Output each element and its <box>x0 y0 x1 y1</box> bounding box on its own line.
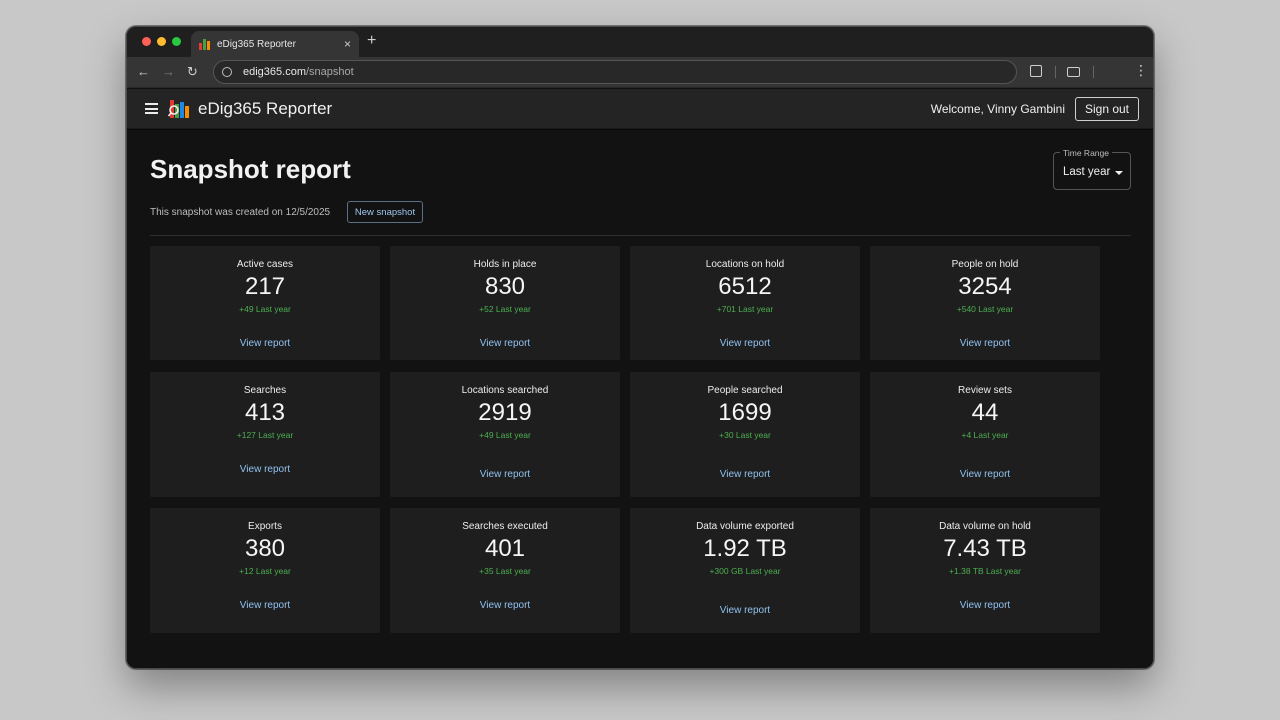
url-host: edig365.com <box>243 66 306 78</box>
metric-value: 413 <box>244 399 286 426</box>
close-window-button[interactable] <box>142 37 151 46</box>
metric-card: Exports 380 +12 Last year View report <box>150 508 380 633</box>
view-report-link[interactable]: View report <box>959 600 1011 611</box>
metric-delta: +49 Last year <box>239 304 291 314</box>
menu-icon[interactable]: ⋮ <box>1134 62 1148 78</box>
metric-delta: +49 Last year <box>479 430 531 440</box>
view-report-link[interactable]: View report <box>959 469 1011 480</box>
metric-delta: +300 GB Last year <box>709 566 781 576</box>
metric-value: 1699 <box>718 399 772 426</box>
minimize-window-button[interactable] <box>157 37 166 46</box>
metric-label: Active cases <box>236 259 294 270</box>
metric-delta: +35 Last year <box>479 566 531 576</box>
main-content: Snapshot report This snapshot was create… <box>127 130 1153 668</box>
section-divider <box>150 235 1131 236</box>
toolbar-divider <box>1093 66 1094 78</box>
forward-icon[interactable]: → <box>162 64 175 79</box>
metric-card: Data volume exported 1.92 TB +300 GB Las… <box>630 508 860 633</box>
time-range-label: Time Range <box>1060 148 1112 158</box>
metric-label: Searches executed <box>462 521 548 532</box>
favicon-icon <box>199 38 211 50</box>
metric-value: 6512 <box>718 273 772 300</box>
hamburger-menu-icon[interactable] <box>145 103 158 114</box>
metric-label: Searches <box>243 385 287 396</box>
view-report-link[interactable]: View report <box>959 338 1011 349</box>
browser-toolbar: ← → ↻ edig365.com/snapshot ⋮ <box>127 57 1153 88</box>
metric-card: Review sets 44 +4 Last year View report <box>870 372 1100 497</box>
metric-label: Data volume on hold <box>939 521 1031 532</box>
tab-close-icon[interactable]: × <box>343 37 351 51</box>
metric-card: Locations on hold 6512 +701 Last year Vi… <box>630 246 860 360</box>
metric-delta: +52 Last year <box>479 304 531 314</box>
time-range-value: Last year <box>1063 166 1111 178</box>
metric-value: 44 <box>971 399 999 426</box>
caret-down-icon <box>1115 171 1123 175</box>
metric-delta: +1.38 TB Last year <box>949 566 1021 576</box>
view-report-link[interactable]: View report <box>479 600 531 611</box>
url-path: /snapshot <box>306 66 354 78</box>
metric-label: Exports <box>248 521 282 532</box>
metric-card: Searches executed 401 +35 Last year View… <box>390 508 620 633</box>
metric-label: Holds in place <box>473 259 537 270</box>
app-logo-icon <box>168 100 189 118</box>
cast-icon[interactable] <box>1067 67 1080 77</box>
site-info-icon[interactable] <box>222 67 232 77</box>
back-icon[interactable]: ← <box>137 64 150 79</box>
view-report-link[interactable]: View report <box>479 469 531 480</box>
metric-value: 401 <box>484 535 526 562</box>
metric-card: Data volume on hold 7.43 TB +1.38 TB Las… <box>870 508 1100 633</box>
new-tab-button[interactable]: + <box>367 32 377 49</box>
metrics-grid: Active cases 217 +49 Last year View repo… <box>150 246 1100 636</box>
app-header: eDig365 Reporter Welcome, Vinny Gambini … <box>127 89 1153 129</box>
view-report-link[interactable]: View report <box>719 605 771 616</box>
tab-strip: eDig365 Reporter × + <box>127 27 1153 57</box>
time-range-select[interactable]: Time Range Last year <box>1053 148 1131 190</box>
sign-out-button[interactable]: Sign out <box>1075 97 1139 121</box>
metric-label: People on hold <box>951 259 1019 270</box>
metric-card: People searched 1699 +30 Last year View … <box>630 372 860 497</box>
tab-title: eDig365 Reporter <box>217 38 296 50</box>
metric-value: 830 <box>484 273 526 300</box>
view-report-link[interactable]: View report <box>479 338 531 349</box>
metric-value: 217 <box>244 273 286 300</box>
metric-value: 2919 <box>478 399 532 426</box>
metric-value: 3254 <box>958 273 1012 300</box>
metric-label: Locations on hold <box>705 259 785 270</box>
browser-tab[interactable]: eDig365 Reporter × <box>191 31 359 57</box>
toolbar-divider <box>1055 66 1056 78</box>
view-report-link[interactable]: View report <box>239 600 291 611</box>
metric-label: Data volume exported <box>696 521 794 532</box>
metric-label: Review sets <box>958 385 1012 396</box>
snapshot-created-text: This snapshot was created on 12/5/2025 <box>150 207 331 218</box>
extensions-icon[interactable] <box>1030 65 1042 77</box>
metric-card: Active cases 217 +49 Last year View repo… <box>150 246 380 360</box>
view-report-link[interactable]: View report <box>239 464 291 475</box>
view-report-link[interactable]: View report <box>239 338 291 349</box>
metric-value: 1.92 TB <box>703 535 787 562</box>
view-report-link[interactable]: View report <box>719 469 771 480</box>
metric-value: 7.43 TB <box>943 535 1027 562</box>
maximize-window-button[interactable] <box>172 37 181 46</box>
metric-delta: +127 Last year <box>236 430 294 440</box>
metric-delta: +540 Last year <box>956 304 1014 314</box>
metric-label: People searched <box>707 385 783 396</box>
browser-window: eDig365 Reporter × + ← → ↻ edig365.com/s… <box>126 26 1154 669</box>
reload-icon[interactable]: ↻ <box>187 64 198 79</box>
metric-card: Searches 413 +127 Last year View report <box>150 372 380 497</box>
view-report-link[interactable]: View report <box>719 338 771 349</box>
metric-label: Locations searched <box>461 385 549 396</box>
address-bar[interactable]: edig365.com/snapshot <box>213 60 1017 84</box>
welcome-text: Welcome, Vinny Gambini <box>930 102 1065 116</box>
metric-value: 380 <box>244 535 286 562</box>
metric-card: Holds in place 830 +52 Last year View re… <box>390 246 620 360</box>
metric-card: People on hold 3254 +540 Last year View … <box>870 246 1100 360</box>
metric-delta: +701 Last year <box>716 304 774 314</box>
page-title: Snapshot report <box>150 154 351 184</box>
metric-card: Locations searched 2919 +49 Last year Vi… <box>390 372 620 497</box>
metric-delta: +30 Last year <box>719 430 771 440</box>
new-snapshot-button[interactable]: New snapshot <box>347 201 423 223</box>
app-title: eDig365 Reporter <box>198 99 333 118</box>
metric-delta: +12 Last year <box>239 566 291 576</box>
metric-delta: +4 Last year <box>961 430 1009 440</box>
